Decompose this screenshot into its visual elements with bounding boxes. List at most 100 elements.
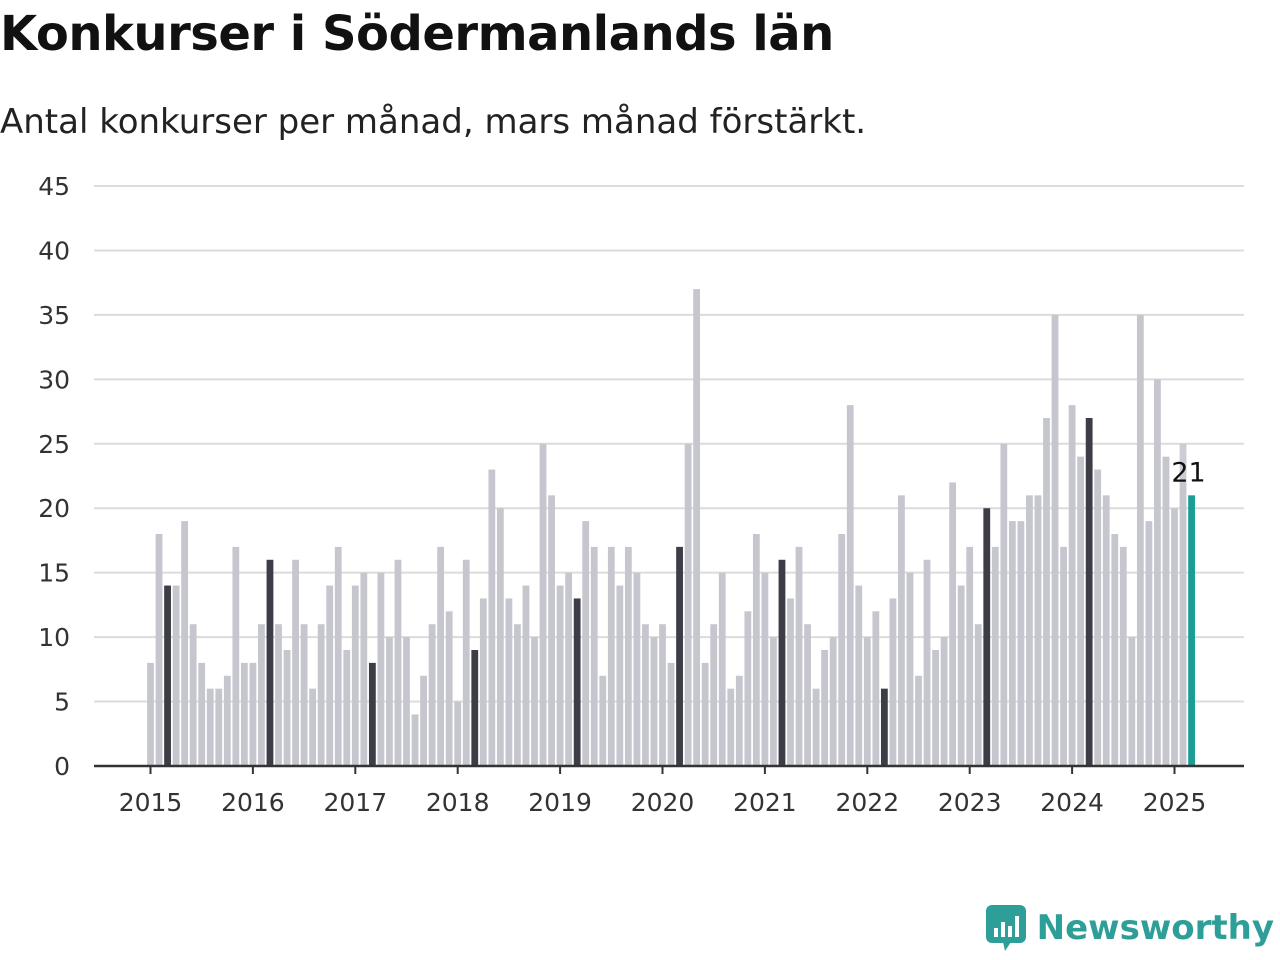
bar (744, 611, 752, 766)
bar (420, 675, 427, 766)
x-tick-label: 2022 (835, 788, 899, 817)
bar (334, 546, 342, 766)
bar (155, 534, 163, 766)
bar (599, 675, 607, 766)
bar (522, 585, 530, 766)
bar (403, 637, 410, 766)
bar (317, 624, 325, 766)
bar (445, 611, 453, 766)
bar (821, 650, 829, 766)
bar (360, 572, 368, 766)
bar (607, 546, 615, 766)
bar (795, 546, 803, 766)
bar (548, 495, 555, 766)
chart-title: Konkurser i Södermanlands län (0, 6, 834, 62)
bar-overlay (1179, 443, 1187, 483)
bar (735, 675, 743, 766)
x-tick-label: 2017 (323, 788, 387, 817)
bar (1034, 495, 1042, 766)
bar (829, 637, 837, 766)
x-tick-label: 2016 (221, 788, 285, 817)
bar (659, 624, 666, 766)
bar (1043, 418, 1050, 766)
bar (258, 624, 265, 766)
bar (454, 701, 462, 766)
brand-name: Newsworthy (1036, 908, 1274, 948)
bar (1102, 495, 1110, 766)
bar (300, 624, 308, 766)
bar (1154, 379, 1161, 766)
bar (223, 675, 231, 766)
bar (1094, 469, 1102, 766)
bar (957, 585, 965, 766)
bar (761, 572, 769, 766)
bar (514, 624, 521, 766)
bar (616, 585, 624, 766)
bar (377, 572, 385, 766)
bar (752, 534, 760, 766)
y-tick-label: 35 (38, 301, 70, 330)
bar (198, 662, 206, 766)
y-tick-label: 20 (38, 494, 70, 523)
y-tick-label: 25 (38, 430, 70, 459)
y-tick-label: 15 (38, 559, 70, 588)
bar (275, 624, 282, 766)
bar (701, 662, 709, 766)
bar (898, 495, 905, 766)
bar (582, 521, 590, 766)
bar (872, 611, 880, 766)
bar (1060, 546, 1067, 766)
x-tick-label: 2018 (426, 788, 490, 817)
bar-march (368, 662, 376, 766)
bar-march (676, 546, 683, 766)
bar (991, 546, 999, 766)
bar (189, 624, 197, 766)
bar (309, 688, 317, 766)
bar (838, 534, 846, 766)
bar (343, 650, 351, 766)
bar-march (1085, 418, 1093, 766)
newsworthy-logo-icon (985, 905, 1026, 951)
bar (624, 546, 632, 766)
bar (863, 637, 871, 766)
bar (531, 637, 538, 766)
bar (428, 624, 436, 766)
bar (1017, 521, 1025, 766)
bar (1171, 508, 1178, 766)
bar (693, 289, 701, 766)
bar-march (471, 650, 479, 766)
x-tick-label: 2021 (733, 788, 797, 817)
bar-march (164, 585, 171, 766)
bar (1119, 546, 1127, 766)
brand-logo[interactable]: Newsworthy (985, 904, 1274, 952)
x-tick-label: 2019 (528, 788, 592, 817)
bar (386, 637, 393, 766)
bar (1000, 443, 1008, 766)
y-tick-label: 5 (54, 688, 70, 717)
bar (974, 624, 982, 766)
bar-march (266, 559, 274, 766)
y-tick-label: 45 (38, 172, 70, 201)
bar (351, 585, 359, 766)
bar (215, 688, 223, 766)
bar-march (983, 508, 991, 766)
bar (812, 688, 820, 766)
bar (411, 714, 419, 766)
bar (172, 585, 180, 766)
bar (1179, 482, 1187, 766)
bar (1145, 521, 1153, 766)
bar (915, 675, 922, 766)
bar-march (573, 598, 581, 766)
y-tick-label: 30 (38, 365, 70, 394)
latest-value-label: 21 (1171, 457, 1205, 488)
x-tick-label: 2024 (1040, 788, 1104, 817)
bar (718, 572, 726, 766)
y-tick-label: 0 (54, 752, 70, 781)
bar (1051, 314, 1059, 766)
bar (505, 598, 513, 766)
bar (932, 650, 939, 766)
bar (787, 598, 794, 766)
bar (240, 662, 248, 766)
bar (684, 443, 692, 766)
